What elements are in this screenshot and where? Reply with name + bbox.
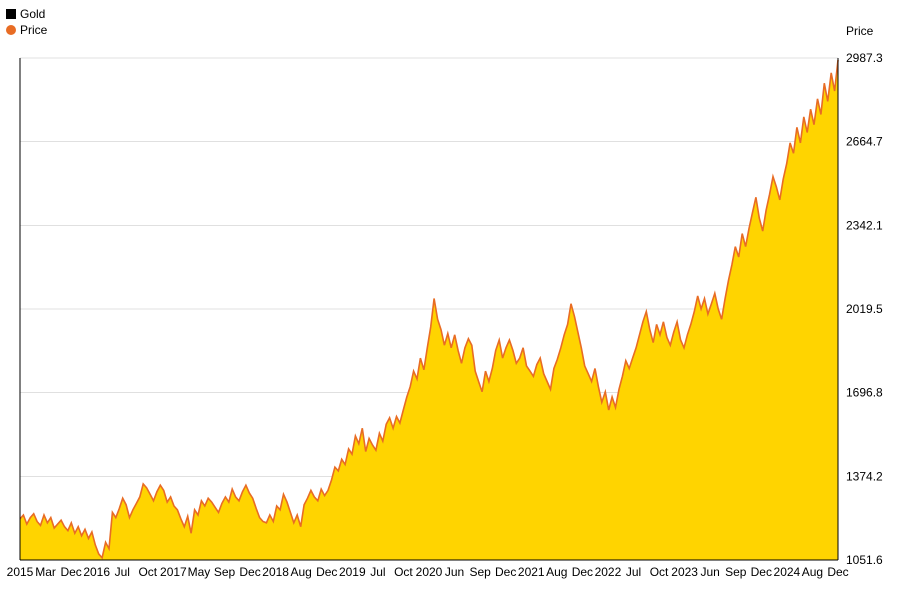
svg-text:Oct: Oct: [138, 565, 157, 579]
svg-text:Sep: Sep: [469, 565, 491, 579]
svg-text:2023: 2023: [671, 565, 698, 579]
svg-text:Sep: Sep: [725, 565, 747, 579]
svg-text:Dec: Dec: [239, 565, 260, 579]
svg-text:Jun: Jun: [445, 565, 464, 579]
svg-text:Dec: Dec: [495, 565, 516, 579]
price-area-chart: 1051.6 1374.2 1696.8 2019.5 2342.1 2664.7 2987…: [0, 0, 900, 600]
svg-text:2021: 2021: [518, 565, 545, 579]
svg-text:Dec: Dec: [751, 565, 772, 579]
svg-text:1696.8: 1696.8: [846, 386, 883, 400]
svg-text:2018: 2018: [262, 565, 289, 579]
svg-text:1051.6: 1051.6: [846, 553, 883, 567]
svg-text:2987.3: 2987.3: [846, 51, 883, 65]
svg-text:1374.2: 1374.2: [846, 469, 883, 483]
svg-text:2016: 2016: [83, 565, 110, 579]
svg-text:2019.5: 2019.5: [846, 302, 883, 316]
chart-container: { "legend": { "series_name": "Gold", "se…: [0, 0, 900, 600]
svg-text:2024: 2024: [774, 565, 801, 579]
svg-text:Jun: Jun: [701, 565, 720, 579]
svg-text:Mar: Mar: [35, 565, 56, 579]
svg-text:2019: 2019: [339, 565, 366, 579]
svg-text:Sep: Sep: [214, 565, 236, 579]
svg-text:2015: 2015: [7, 565, 34, 579]
svg-text:Dec: Dec: [572, 565, 593, 579]
svg-text:Oct: Oct: [394, 565, 413, 579]
svg-text:Dec: Dec: [60, 565, 81, 579]
svg-text:Dec: Dec: [827, 565, 848, 579]
svg-text:Dec: Dec: [316, 565, 337, 579]
svg-text:Aug: Aug: [802, 565, 823, 579]
svg-text:May: May: [188, 565, 211, 579]
svg-text:Jul: Jul: [115, 565, 130, 579]
svg-text:2022: 2022: [595, 565, 622, 579]
svg-text:2342.1: 2342.1: [846, 218, 883, 232]
svg-text:Jul: Jul: [370, 565, 385, 579]
svg-text:2664.7: 2664.7: [846, 135, 883, 149]
svg-text:Aug: Aug: [291, 565, 312, 579]
svg-text:2020: 2020: [416, 565, 443, 579]
svg-text:Oct: Oct: [650, 565, 669, 579]
svg-text:Jul: Jul: [626, 565, 641, 579]
svg-text:2017: 2017: [160, 565, 187, 579]
svg-text:Aug: Aug: [546, 565, 567, 579]
